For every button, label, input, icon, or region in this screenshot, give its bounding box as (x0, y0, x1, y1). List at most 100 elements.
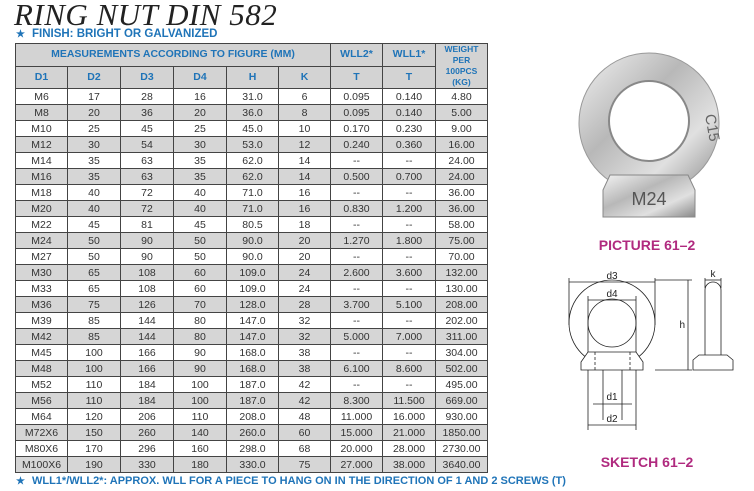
table-cell: 60 (173, 280, 227, 297)
table-cell: 5.00 (435, 104, 488, 121)
table-cell: 1.200 (382, 200, 436, 217)
table-cell: M8 (15, 104, 68, 121)
table-cell: 187.0 (226, 392, 279, 409)
table-cell: 6.100 (330, 360, 383, 377)
table-cell: 126 (120, 296, 174, 313)
table-cell: -- (382, 376, 436, 393)
table-cell: 100 (67, 360, 121, 377)
table-cell: 260.0 (226, 424, 279, 441)
table-cell: 45 (120, 120, 174, 137)
table-cell: 24.00 (435, 152, 488, 169)
table-cell: 170 (67, 440, 121, 457)
table-cell: 144 (120, 328, 174, 345)
table-row: M20 40 72 40 71.0 16 0.830 1.200 36.00 (15, 200, 488, 217)
table-cell: M64 (15, 408, 68, 425)
table-cell: 63 (120, 168, 174, 185)
table-cell: M72X6 (15, 424, 68, 441)
table-row: M14 35 63 35 62.0 14 -- -- 24.00 (15, 152, 488, 169)
table-cell: 166 (120, 344, 174, 361)
table-cell: 12 (278, 136, 331, 153)
table-cell: 50 (173, 232, 227, 249)
table-cell: 65 (67, 280, 121, 297)
table-cell: 208.0 (226, 408, 279, 425)
table-cell: M24 (15, 232, 68, 249)
table-cell: -- (382, 344, 436, 361)
table-cell: M20 (15, 200, 68, 217)
table-cell: 144 (120, 312, 174, 329)
table-cell: 81 (120, 216, 174, 233)
table-cell: 11.500 (382, 392, 436, 409)
table-cell: 70.00 (435, 248, 488, 265)
table-cell: 3.700 (330, 296, 383, 313)
dim-d4: d4 (606, 289, 618, 300)
table-cell: 0.140 (382, 88, 436, 105)
table-cell: 68 (278, 440, 331, 457)
table-cell: 8.300 (330, 392, 383, 409)
table-cell: M30 (15, 264, 68, 281)
table-cell: 147.0 (226, 312, 279, 329)
column-header: T (330, 65, 383, 89)
table-row: M24 50 90 50 90.0 20 1.270 1.800 75.00 (15, 232, 488, 249)
table-cell: 70 (173, 296, 227, 313)
table-cell: M45 (15, 344, 68, 361)
table-cell: 28 (120, 88, 174, 105)
table-cell: 63 (120, 152, 174, 169)
table-cell: M33 (15, 280, 68, 297)
column-header: D2 (67, 65, 121, 89)
table-cell: 110 (67, 392, 121, 409)
table-cell: 0.095 (330, 104, 383, 121)
table-cell: 296 (120, 440, 174, 457)
table-cell: M12 (15, 136, 68, 153)
table-cell: 80 (173, 312, 227, 329)
table-cell: 40 (173, 200, 227, 217)
table-cell: 184 (120, 376, 174, 393)
table-cell: M56 (15, 392, 68, 409)
table-cell: 90.0 (226, 232, 279, 249)
table-cell: 90 (120, 232, 174, 249)
nut-marking-side: C15 (701, 113, 723, 143)
footnote: ★ WLL1*/WLL2*: APPROX. WLL FOR A PIECE TO… (16, 475, 566, 488)
sketch-label: SKETCH 61–2 (600, 454, 694, 470)
table-cell: 36 (120, 104, 174, 121)
table-cell: 160 (173, 440, 227, 457)
table-row: M45 100 166 90 168.0 38 -- -- 304.00 (15, 344, 488, 361)
table-cell: 20 (173, 104, 227, 121)
table-cell: -- (382, 248, 436, 265)
table-cell: -- (330, 376, 383, 393)
table-cell: 168.0 (226, 360, 279, 377)
table-cell: 11.000 (330, 408, 383, 425)
column-header: D4 (173, 65, 227, 89)
table-cell: 36.00 (435, 184, 488, 201)
table-cell: 28 (278, 296, 331, 313)
table-cell: 45 (173, 216, 227, 233)
table-cell: 85 (67, 312, 121, 329)
table-cell: 17 (67, 88, 121, 105)
table-cell: 304.00 (435, 344, 488, 361)
table-row: M56 110 184 100 187.0 42 8.300 11.500 669.00 (15, 392, 488, 409)
table-cell: 32 (278, 312, 331, 329)
table-cell: 90.0 (226, 248, 279, 265)
table-cell: 60 (173, 264, 227, 281)
table-cell: 502.00 (435, 360, 488, 377)
table-cell: 38.000 (382, 456, 436, 473)
table-cell: 132.00 (435, 264, 488, 281)
column-header: K (278, 65, 331, 89)
column-header: D1 (15, 65, 68, 89)
table-cell: 10 (278, 120, 331, 137)
table-row: M80X6 170 296 160 298.0 68 20.000 28.000 2730.00 (15, 440, 488, 457)
table-cell: 25 (67, 120, 121, 137)
table-cell: 72 (120, 184, 174, 201)
table-cell: 35 (67, 152, 121, 169)
table-cell: 7.000 (382, 328, 436, 345)
table-row: M16 35 63 35 62.0 14 0.500 0.700 24.00 (15, 168, 488, 185)
table-cell: 24 (278, 264, 331, 281)
table-row: M30 65 108 60 109.0 24 2.600 3.600 132.00 (15, 264, 488, 281)
table-cell: 75.00 (435, 232, 488, 249)
table-cell: 40 (67, 184, 121, 201)
table-cell: 58.00 (435, 216, 488, 233)
table-cell: 20.000 (330, 440, 383, 457)
table-cell: 184 (120, 392, 174, 409)
table-cell: 108 (120, 264, 174, 281)
table-cell: 0.230 (382, 120, 436, 137)
table-cell: 40 (173, 184, 227, 201)
